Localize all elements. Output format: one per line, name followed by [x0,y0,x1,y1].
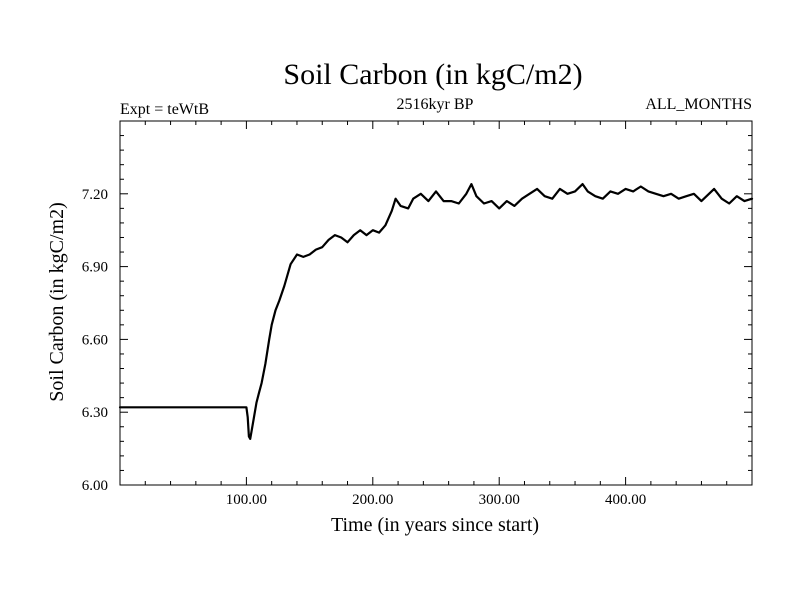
x-tick-label: 300.00 [479,492,520,508]
chart-title: Soil Carbon (in kgC/m2) [283,58,582,91]
y-tick-label: 6.90 [82,260,108,276]
y-tick-label: 6.30 [82,405,108,421]
months-label: ALL_MONTHS [645,96,752,113]
x-tick-label: 400.00 [605,492,646,508]
x-tick-label: 100.00 [226,492,267,508]
ticks-layer: 100.00 200.00 300.00 400.00 6.00 6.30 6.60 6.90… [82,121,752,508]
plot-frame [119,120,753,486]
series-line-soil-carbon [118,183,754,440]
period-label: 2516kyr BP [397,96,474,113]
y-tick-label: 6.00 [82,478,108,494]
y-tick-label: 6.60 [82,332,108,348]
y-axis-label: Soil Carbon (in kgC/m2) [46,202,68,401]
y-tick-label: 7.20 [82,187,108,203]
expt-label: Expt = teWtB [120,101,209,118]
series-layer [118,183,754,440]
x-tick-label: 200.00 [352,492,393,508]
x-axis-label: Time (in years since start) [331,514,539,536]
